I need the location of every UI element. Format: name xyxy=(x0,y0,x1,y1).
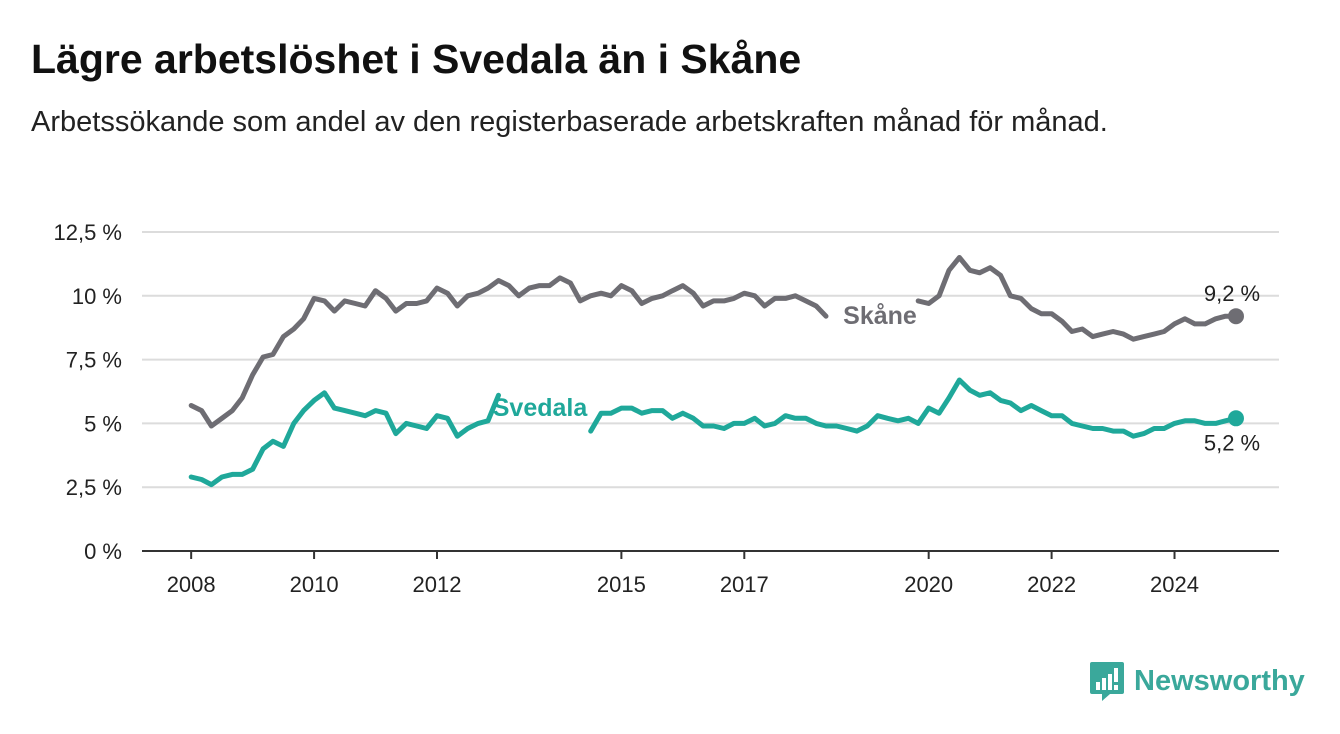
y-tick-label: 12,5 % xyxy=(54,220,123,245)
gridlines xyxy=(142,231,1279,489)
x-tick-label: 2022 xyxy=(1027,572,1076,597)
y-axis-ticks: 0 % 2,5 % 5 % 7,5 % 10 % 12,5 % xyxy=(54,220,123,564)
series-label-skane: Skåne xyxy=(843,302,917,330)
series-line-skåne xyxy=(915,255,1239,342)
series-labels: 9,2 % 5,2 % Skåne Svedala xyxy=(493,281,1260,455)
y-tick-label: 10 % xyxy=(72,284,122,309)
chart-subtitle: Arbetssökande som andel av den registerb… xyxy=(31,106,1108,138)
x-tick-label: 2024 xyxy=(1150,572,1199,597)
series-lines xyxy=(188,255,1244,488)
y-tick-label: 2,5 % xyxy=(66,475,122,500)
x-tick-label: 2015 xyxy=(597,572,646,597)
x-tick-label: 2020 xyxy=(904,572,953,597)
newsworthy-logo-icon xyxy=(1090,662,1124,701)
brand-name: Newsworthy xyxy=(1134,664,1305,697)
y-tick-label: 0 % xyxy=(84,539,122,564)
brand-logo: Newsworthy xyxy=(1088,660,1305,702)
x-tick-label: 2010 xyxy=(290,572,339,597)
end-point-marker xyxy=(1227,308,1244,325)
series-line-svedala xyxy=(188,390,501,488)
end-point-marker xyxy=(1227,410,1244,427)
x-tick-label: 2008 xyxy=(167,572,216,597)
end-value-label: 9,2 % xyxy=(1204,281,1260,306)
chart-title: Lägre arbetslöshet i Svedala än i Skåne xyxy=(31,36,802,82)
series-line-svedala xyxy=(588,377,1239,439)
series-line-skåne xyxy=(188,275,829,429)
series-label-svedala: Svedala xyxy=(493,394,589,422)
x-tick-label: 2012 xyxy=(413,572,462,597)
y-tick-label: 7,5 % xyxy=(66,348,122,373)
x-axis: 2008 2010 2012 2015 2017 2020 2022 2024 xyxy=(142,550,1279,597)
y-tick-label: 5 % xyxy=(84,411,122,436)
x-tick-label: 2017 xyxy=(720,572,769,597)
end-value-label: 5,2 % xyxy=(1204,430,1260,455)
